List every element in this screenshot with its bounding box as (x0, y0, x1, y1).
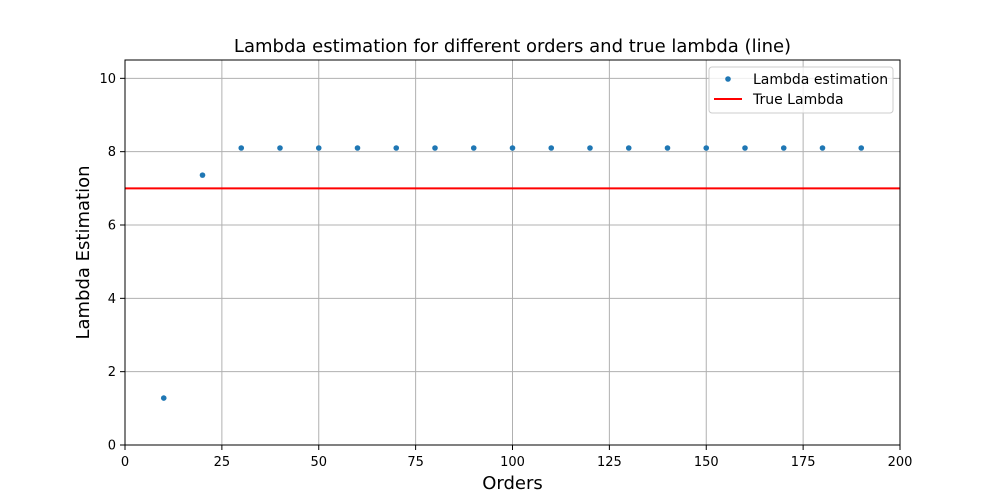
scatter-point (315, 145, 322, 151)
x-axis-title: Orders (482, 473, 543, 494)
scatter-point (199, 172, 206, 178)
x-tick-label: 100 (500, 455, 525, 470)
y-tick-label: 10 (99, 72, 116, 87)
scatter-point (664, 145, 671, 151)
x-axis-ticks: 0 25 50 75 100 125 150 175 200 (121, 445, 913, 470)
legend-box (708, 66, 894, 114)
scatter-point (548, 145, 555, 151)
scatter-point (277, 145, 283, 151)
legend-label-true-lambda: True Lambda (752, 92, 844, 108)
y-tick-label: 8 (108, 145, 116, 160)
scatter-point (780, 145, 787, 151)
y-axis-title: Lambda Estimation (73, 165, 94, 339)
y-tick-label: 2 (108, 365, 116, 380)
chart-title: Lambda estimation for different orders a… (234, 36, 791, 57)
x-tick-label: 0 (121, 455, 129, 470)
legend-label-lambda-estimation: Lambda estimation (753, 72, 888, 88)
scatter-point (625, 145, 632, 151)
scatter-point (509, 145, 516, 151)
scatter-point (160, 395, 167, 401)
scatter-point (587, 145, 593, 151)
x-tick-label: 25 (214, 455, 231, 470)
scatter-point (470, 145, 477, 151)
grid (124, 60, 901, 446)
x-tick-label: 175 (791, 455, 816, 470)
legend-marker-lambda-estimation (725, 76, 731, 82)
scatter-point (858, 145, 865, 151)
x-tick-label: 150 (694, 455, 719, 470)
legend: Lambda estimation True Lambda (708, 66, 894, 114)
y-tick-label: 4 (108, 292, 116, 307)
x-tick-label: 50 (310, 455, 327, 470)
y-tick-label: 0 (108, 439, 116, 454)
y-axis-ticks: 0 2 4 6 8 10 (99, 72, 125, 454)
x-tick-label: 75 (407, 455, 424, 470)
x-tick-label: 200 (888, 455, 913, 470)
y-tick-label: 6 (108, 219, 116, 234)
scatter-point (742, 145, 748, 151)
scatter-point (432, 145, 438, 151)
scatter-point (354, 145, 361, 151)
scatter-point (393, 145, 400, 151)
x-tick-label: 125 (597, 455, 622, 470)
scatter-points (160, 145, 865, 401)
scatter-point (703, 145, 710, 151)
scatter-point (238, 145, 245, 151)
scatter-point (819, 145, 826, 151)
